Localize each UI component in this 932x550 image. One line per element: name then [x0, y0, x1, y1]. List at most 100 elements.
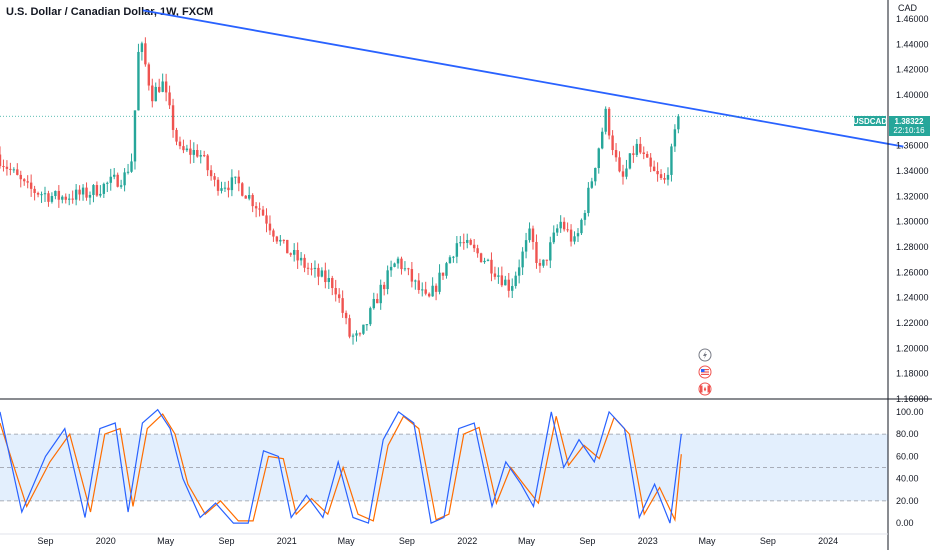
- candle-body: [279, 239, 282, 242]
- candle-body: [57, 190, 61, 200]
- candle-body: [504, 279, 507, 286]
- candle-body: [656, 171, 659, 175]
- candle-body: [178, 141, 182, 147]
- candle-body: [376, 298, 379, 304]
- price-tick-label: 1.40000: [896, 90, 929, 100]
- candle-body: [237, 176, 241, 184]
- candle-body: [296, 250, 299, 261]
- candle-body: [566, 229, 569, 231]
- candle-body: [61, 196, 64, 200]
- candles-layer: [0, 37, 680, 345]
- candle-body: [466, 239, 469, 243]
- candle-body: [130, 161, 133, 172]
- candle-body: [542, 259, 545, 266]
- time-tick-label: Sep: [218, 536, 234, 546]
- candle-body: [348, 318, 351, 337]
- price-tick-label: 1.32000: [896, 191, 929, 201]
- candle-body: [511, 286, 514, 291]
- time-tick-label: May: [518, 536, 536, 546]
- candle-body: [164, 81, 168, 93]
- candle-body: [386, 270, 389, 290]
- candle-body: [414, 280, 417, 282]
- icon-layer[interactable]: [698, 348, 712, 396]
- candle-body: [306, 267, 310, 269]
- candle-body: [317, 267, 320, 277]
- price-tick-label: 1.20000: [896, 343, 929, 353]
- candle-body: [223, 187, 227, 189]
- candle-body: [151, 85, 154, 102]
- candle-body: [81, 187, 85, 195]
- candle-body: [663, 178, 666, 180]
- price-tick-label: 1.28000: [896, 242, 929, 252]
- canada-flag-icon[interactable]: [698, 382, 712, 396]
- candle-body: [310, 268, 313, 270]
- stoch-tick-label: 100.00: [896, 407, 924, 417]
- candle-body: [389, 266, 393, 271]
- candle-body: [382, 284, 386, 290]
- candle-body: [140, 43, 144, 52]
- candle-body: [369, 308, 372, 325]
- candle-body: [154, 86, 157, 102]
- time-tick-label: Sep: [37, 536, 53, 546]
- candle-body: [254, 206, 258, 209]
- candle-body: [230, 177, 234, 191]
- candle-body: [199, 155, 202, 157]
- candle-body: [213, 176, 216, 180]
- time-tick-label: Sep: [760, 536, 776, 546]
- candle-body: [286, 239, 289, 254]
- candle-body: [292, 250, 296, 255]
- candle-body: [50, 196, 54, 202]
- candle-body: [601, 131, 604, 149]
- grid-layer: [0, 433, 888, 502]
- candle-body: [258, 208, 261, 210]
- price-tick-label: 1.16000: [896, 394, 929, 404]
- candle-body: [427, 293, 431, 297]
- candle-body: [403, 268, 407, 270]
- candle-body: [95, 185, 99, 196]
- candle-body: [552, 232, 555, 243]
- candle-body: [43, 193, 47, 195]
- us-flag-icon[interactable]: [698, 365, 712, 379]
- candle-body: [23, 179, 26, 182]
- candle-body: [514, 275, 517, 287]
- candle-body: [206, 155, 209, 171]
- candle-body: [78, 189, 81, 195]
- candle-body: [483, 260, 486, 263]
- candle-body: [469, 239, 472, 245]
- candle-body: [241, 183, 244, 196]
- candle-body: [535, 241, 538, 263]
- candle-body: [434, 285, 438, 292]
- time-tick-label: 2022: [457, 536, 477, 546]
- candle-body: [459, 242, 462, 244]
- candle-body: [158, 86, 161, 92]
- price-tick-label: 1.22000: [896, 318, 929, 328]
- candle-body: [549, 242, 552, 261]
- candle-body: [431, 285, 434, 297]
- candle-body: [147, 64, 151, 86]
- candle-body: [64, 196, 67, 200]
- candle-body: [666, 174, 670, 180]
- price-tag-value: 1.38322: [895, 117, 924, 126]
- candle-body: [594, 168, 597, 182]
- candle-body: [289, 253, 292, 255]
- candle-body: [171, 105, 175, 130]
- candle-body: [244, 195, 247, 199]
- candle-body: [334, 288, 337, 295]
- candle-body: [531, 228, 535, 242]
- candle-body: [275, 236, 279, 242]
- candle-body: [521, 251, 524, 268]
- price-tick-label: 1.30000: [896, 217, 929, 227]
- candle-body: [635, 143, 639, 155]
- candle-body: [175, 129, 178, 142]
- flash-icon[interactable]: [698, 348, 712, 362]
- candle-body: [545, 259, 549, 261]
- candle-body: [528, 228, 531, 241]
- overlay-layer: [0, 9, 904, 148]
- stoch-tick-label: 60.00: [896, 451, 919, 461]
- candle-body: [524, 240, 528, 252]
- candle-body: [68, 198, 71, 200]
- candle-body: [372, 298, 375, 309]
- candle-body: [358, 333, 362, 335]
